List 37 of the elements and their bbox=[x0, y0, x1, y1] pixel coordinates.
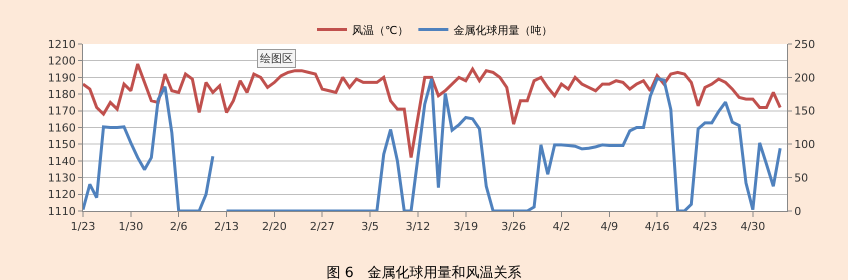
line-series bbox=[83, 62, 782, 160]
x-tick-label: 3/12 bbox=[406, 220, 430, 234]
y2-tick-label: 100 bbox=[794, 138, 816, 152]
x-tick-label: 2/20 bbox=[262, 220, 287, 234]
x-tick-label: 2/13 bbox=[214, 220, 239, 234]
y-tick-label: 1160 bbox=[48, 121, 76, 134]
y2-tick-label: 150 bbox=[794, 104, 816, 118]
y2-tick-label: 250 bbox=[794, 38, 816, 51]
y-tick-label: 1190 bbox=[48, 71, 76, 84]
text: 图 6 金属化球用量和风温关系 bbox=[326, 265, 522, 280]
y2-tick-label: 0 bbox=[794, 204, 802, 218]
legend-label: 金属化球用量（吨） bbox=[453, 24, 552, 37]
x-tick-label: 1/23 bbox=[70, 220, 96, 234]
y-tick-label: 1200 bbox=[48, 54, 76, 68]
x-tick-label: 1/30 bbox=[118, 220, 144, 234]
x-tick-label: 4/16 bbox=[644, 220, 670, 234]
y-tick-label: 1110 bbox=[48, 204, 76, 218]
x-tick-label: 2/27 bbox=[310, 220, 335, 234]
x-tick-label: 4/2 bbox=[552, 220, 570, 234]
x-tick-label: 3/26 bbox=[501, 220, 526, 234]
y2-tick-label: 200 bbox=[794, 71, 816, 84]
y-tick-label: 1150 bbox=[48, 138, 76, 152]
y-tick-label: 1130 bbox=[48, 171, 76, 184]
y-tick-label: 1140 bbox=[48, 154, 76, 168]
x-tick-label: 4/23 bbox=[692, 220, 718, 234]
x-tick-label: 3/19 bbox=[453, 220, 478, 234]
y-tick-label: 1210 bbox=[48, 38, 76, 51]
x-tick-label: 4/30 bbox=[740, 220, 766, 234]
x-tick-label: 2/6 bbox=[170, 220, 188, 234]
annotation: 绘图区 bbox=[260, 52, 293, 65]
legend-label: 风温（℃） bbox=[352, 24, 408, 37]
y2-tick-label: 50 bbox=[794, 171, 808, 184]
x-tick-label: 3/5 bbox=[361, 220, 379, 234]
y-tick-label: 1180 bbox=[48, 88, 76, 101]
y-tick-label: 1170 bbox=[48, 104, 76, 118]
y-tick-label: 1120 bbox=[48, 188, 76, 202]
x-tick-label: 4/9 bbox=[600, 220, 618, 234]
